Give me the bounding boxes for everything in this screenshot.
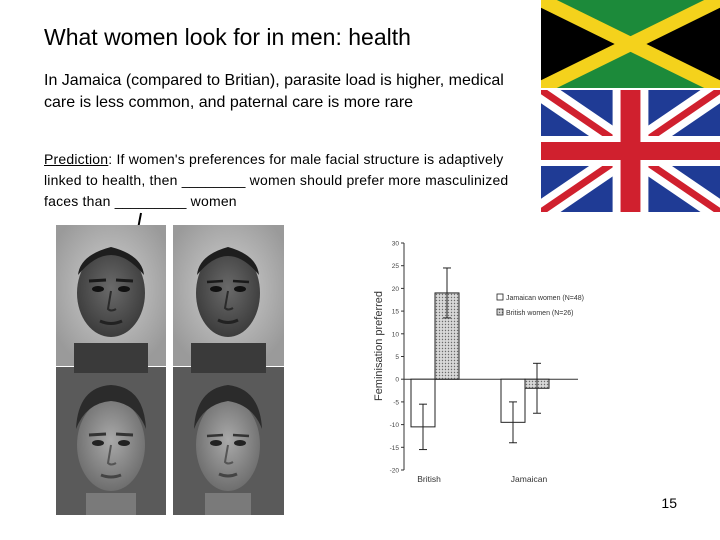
y-tick-label: 30: [392, 241, 400, 248]
legend-label: Jamaican women (N=48): [506, 295, 584, 302]
page-number: 15: [661, 495, 677, 511]
y-tick-label: 15: [392, 309, 400, 316]
legend-label: British women (N=26): [506, 310, 574, 317]
y-axis-label: Feminisation preferred: [373, 291, 385, 401]
y-tick-label: -10: [390, 422, 400, 429]
jamaica-flag-icon: [541, 0, 720, 88]
category-label: British: [417, 474, 441, 484]
legend-swatch: [496, 308, 504, 316]
y-tick-label: 25: [392, 263, 400, 270]
y-tick-label: -15: [390, 445, 400, 452]
prediction-text: Prediction: If women's preferences for m…: [44, 149, 514, 212]
y-tick-label: -5: [393, 399, 399, 406]
prediction-body: : If women's preferences for male facial…: [44, 151, 509, 209]
face-composites-image: [56, 225, 284, 515]
y-tick-label: 0: [395, 377, 399, 384]
y-tick-label: 20: [392, 286, 400, 293]
union-jack-flag-icon: [541, 90, 720, 212]
y-tick-label: 10: [392, 331, 400, 338]
legend-swatch: [496, 293, 504, 301]
slide-title: What women look for in men: health: [44, 24, 411, 50]
y-tick-label: 5: [395, 354, 399, 361]
y-tick-label: -20: [390, 468, 400, 475]
intro-text: In Jamaica (compared to Britian), parasi…: [44, 72, 504, 111]
category-label: Jamaican: [511, 474, 548, 484]
feminisation-chart: Feminisation preferred 30 25 20 15 10 5 0 -5 -10…: [373, 241, 584, 485]
prediction-label: Prediction: [44, 151, 109, 167]
